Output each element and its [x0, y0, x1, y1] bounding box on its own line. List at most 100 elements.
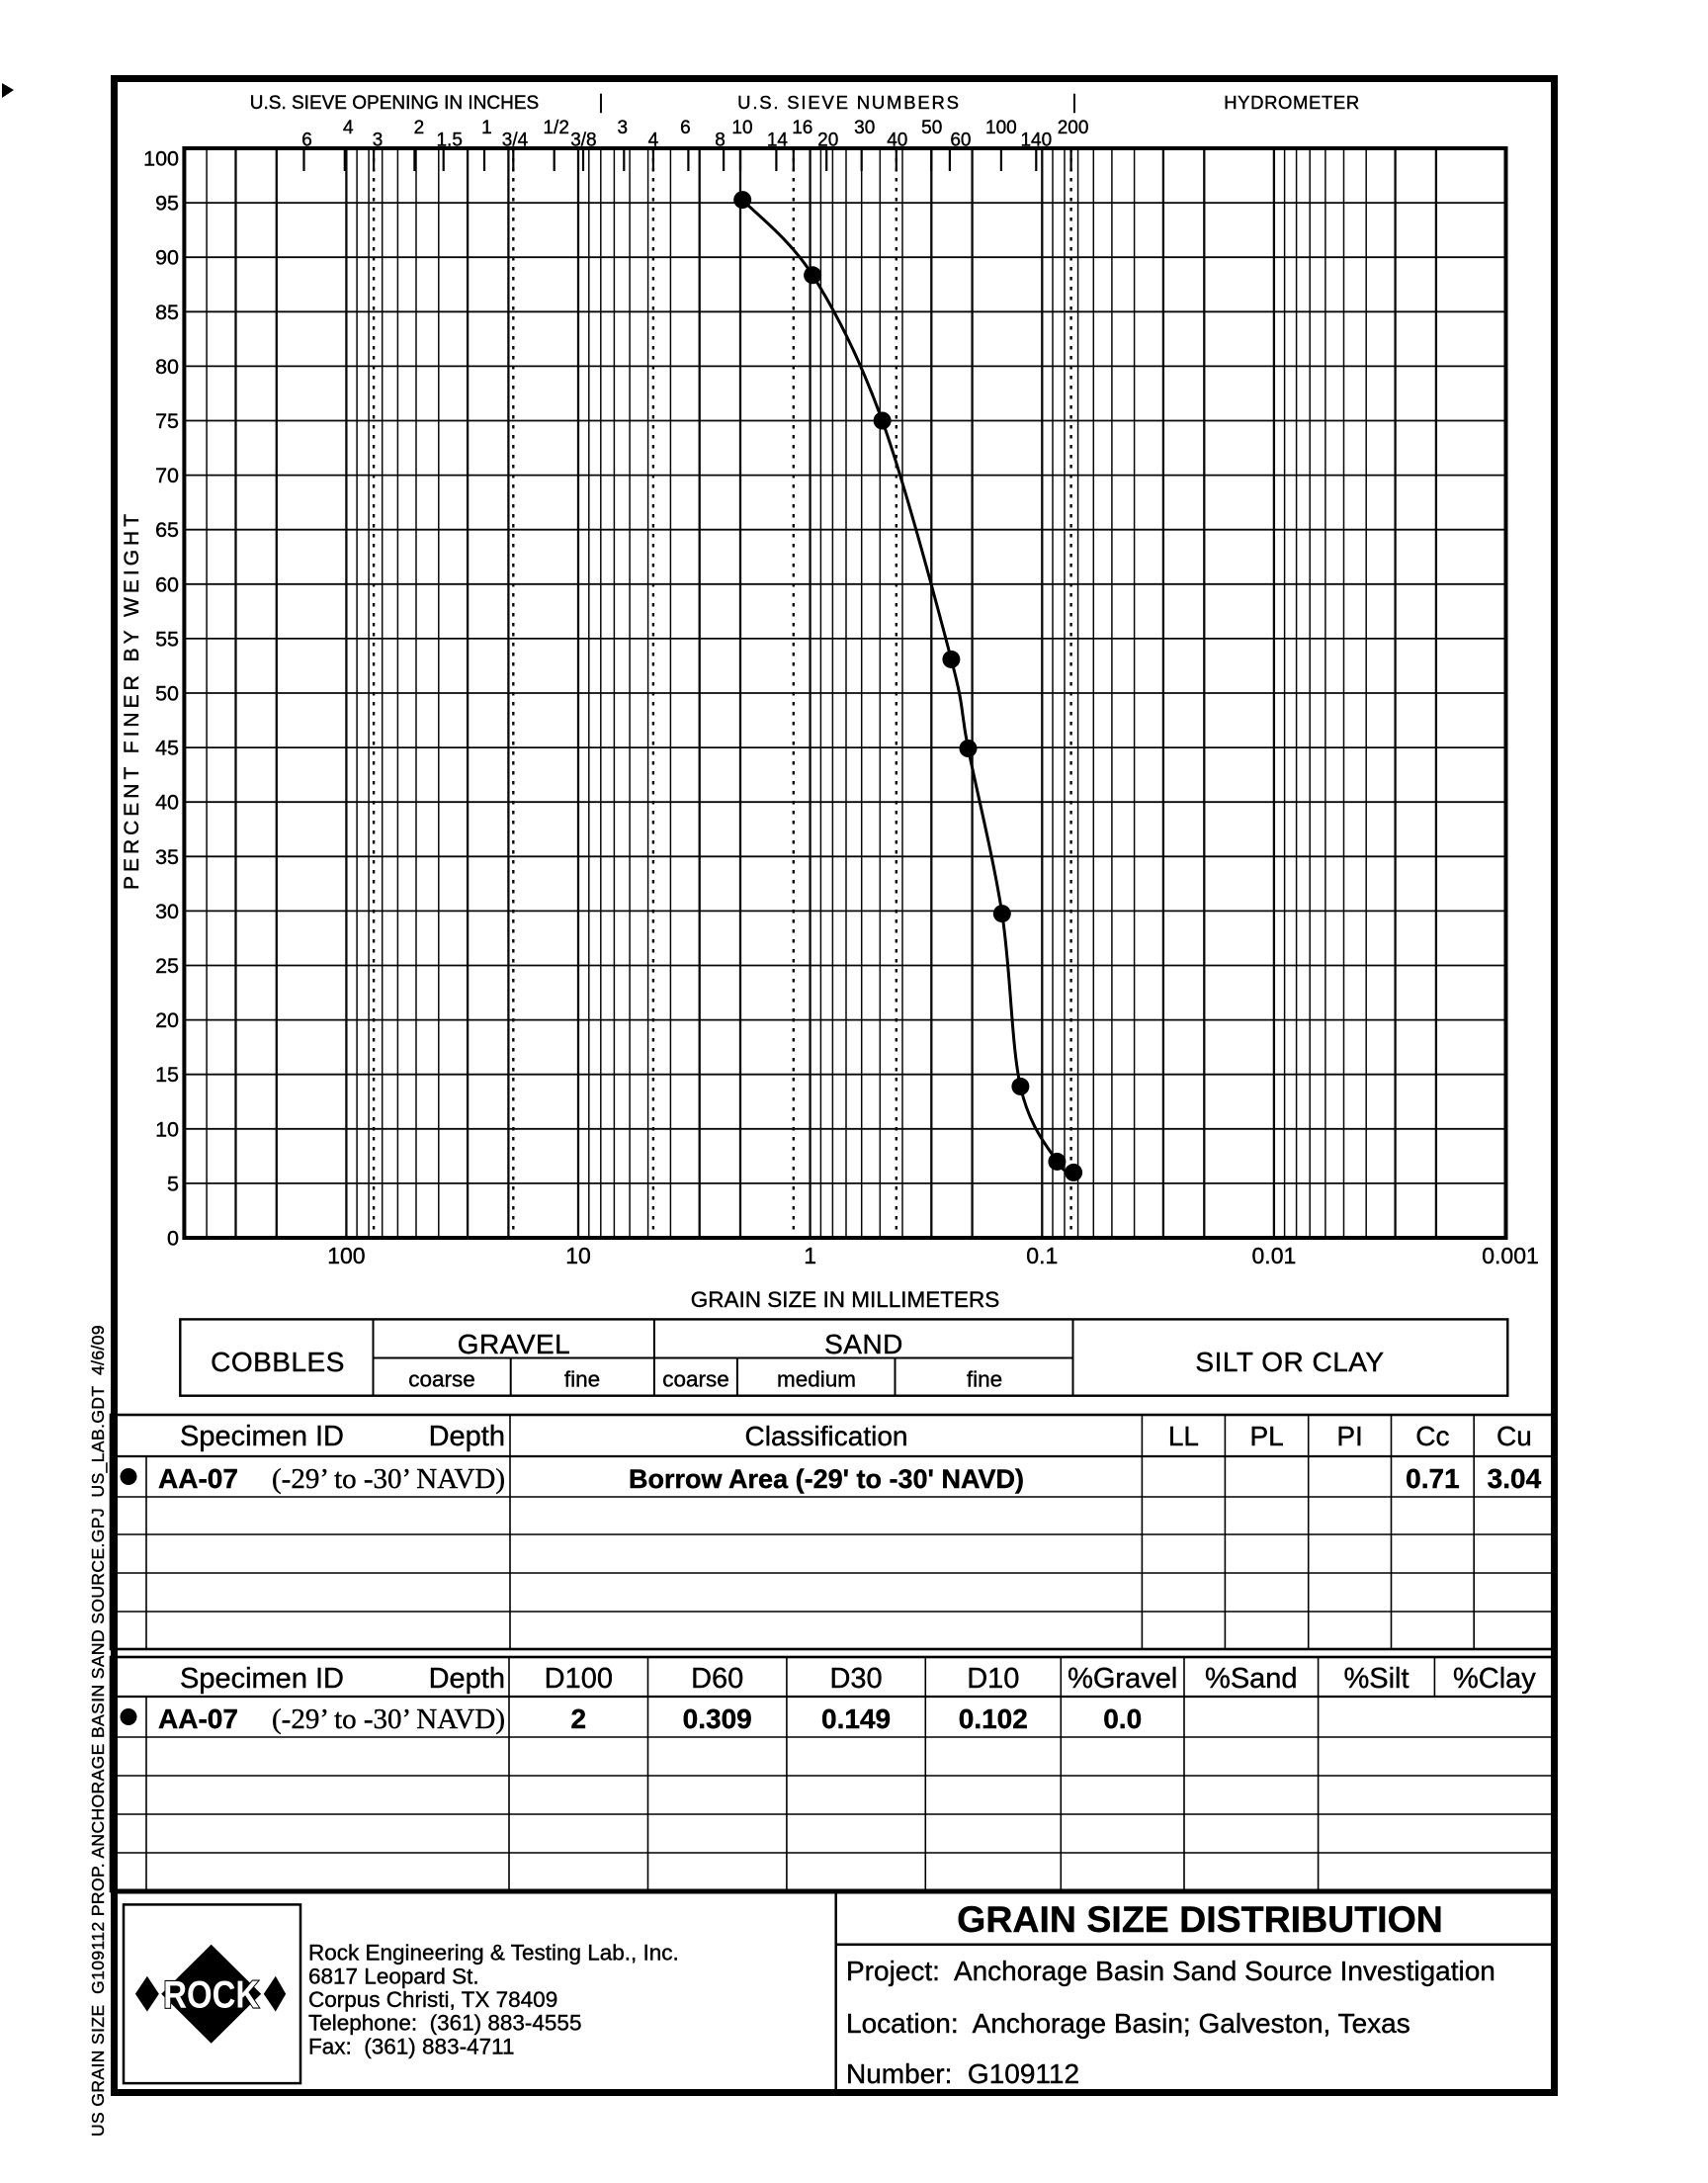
svg-text:4: 4 [343, 118, 354, 138]
svg-text:Cc: Cc [1415, 1421, 1449, 1451]
svg-text:ROCK: ROCK [163, 1974, 259, 2017]
svg-text:50: 50 [921, 118, 942, 138]
svg-text:100: 100 [327, 1243, 365, 1268]
svg-text:D10: D10 [967, 1663, 1019, 1695]
svg-text:30: 30 [854, 118, 875, 138]
svg-text:100: 100 [143, 147, 179, 171]
svg-text:fine: fine [564, 1367, 600, 1392]
svg-text:3/4: 3/4 [502, 130, 529, 150]
svg-text:(-29’ to -30’ NAVD): (-29’ to -30’ NAVD) [272, 1463, 505, 1495]
svg-text:3: 3 [373, 130, 384, 150]
svg-text:0.001: 0.001 [1482, 1243, 1539, 1268]
svg-text:80: 80 [155, 355, 179, 379]
svg-text:1: 1 [804, 1243, 816, 1268]
svg-text:|: | [1071, 92, 1076, 114]
svg-text:65: 65 [155, 518, 179, 542]
svg-text:50: 50 [155, 682, 179, 706]
svg-text:100: 100 [985, 118, 1017, 138]
svg-text:Specimen ID: Specimen ID [180, 1421, 344, 1452]
svg-text:Number: G109112: Number: G109112 [846, 2058, 1079, 2089]
svg-text:PL: PL [1249, 1421, 1283, 1451]
svg-text:LL: LL [1168, 1421, 1199, 1451]
svg-text:%Sand: %Sand [1205, 1663, 1298, 1695]
svg-text:10: 10 [155, 1117, 179, 1141]
svg-text:3/8: 3/8 [570, 130, 596, 150]
svg-text:140: 140 [1020, 130, 1052, 150]
svg-text:GRAIN SIZE IN MILLIMETERS: GRAIN SIZE IN MILLIMETERS [691, 1287, 1000, 1312]
svg-text:10: 10 [565, 1243, 591, 1268]
svg-text:0: 0 [167, 1227, 179, 1251]
svg-text:Depth: Depth [429, 1421, 505, 1452]
svg-text:90: 90 [155, 246, 179, 270]
svg-text:2: 2 [571, 1703, 587, 1734]
svg-text:GRAIN SIZE DISTRIBUTION: GRAIN SIZE DISTRIBUTION [957, 1898, 1443, 1940]
svg-text:0.1: 0.1 [1026, 1243, 1058, 1268]
svg-text:%Gravel: %Gravel [1068, 1663, 1177, 1695]
svg-text:AA-07: AA-07 [158, 1703, 238, 1734]
svg-text:6: 6 [680, 118, 691, 138]
svg-text:PERCENT FINER BY WEIGHT: PERCENT FINER BY WEIGHT [121, 510, 143, 890]
svg-text:200: 200 [1058, 118, 1089, 138]
svg-text:D100: D100 [545, 1663, 613, 1695]
svg-text:%Silt: %Silt [1343, 1663, 1409, 1695]
svg-text:0.102: 0.102 [959, 1703, 1028, 1734]
svg-text:Cu: Cu [1496, 1421, 1532, 1451]
svg-text:D60: D60 [691, 1663, 743, 1695]
svg-text:(-29’ to -30’ NAVD): (-29’ to -30’ NAVD) [272, 1703, 505, 1735]
svg-text:HYDROMETER: HYDROMETER [1224, 92, 1360, 113]
svg-text:Fax: (361) 883-4711: Fax: (361) 883-4711 [308, 2034, 514, 2058]
svg-text:3: 3 [618, 118, 629, 138]
svg-text:70: 70 [155, 464, 179, 487]
svg-text:55: 55 [155, 627, 179, 651]
svg-text:Depth: Depth [429, 1663, 505, 1695]
svg-text:85: 85 [155, 301, 179, 324]
svg-text:Borrow Area (-29' to -30' NAVD: Borrow Area (-29' to -30' NAVD) [629, 1464, 1024, 1494]
svg-text:U.S. SIEVE OPENING IN INCHES: U.S. SIEVE OPENING IN INCHES [250, 93, 539, 114]
svg-text:Telephone: (361) 883-4555: Telephone: (361) 883-4555 [308, 2011, 581, 2036]
svg-text:1/2: 1/2 [543, 118, 568, 138]
svg-text:5: 5 [167, 1172, 179, 1195]
svg-text:0.309: 0.309 [683, 1703, 752, 1734]
svg-text:6: 6 [301, 130, 312, 150]
svg-text:25: 25 [155, 954, 179, 978]
svg-text:6817 Leopard St.: 6817 Leopard St. [308, 1964, 479, 1988]
svg-text:Classification: Classification [745, 1421, 908, 1451]
svg-text:2: 2 [414, 118, 425, 138]
svg-text:U.S. SIEVE NUMBERS: U.S. SIEVE NUMBERS [737, 92, 961, 113]
svg-text:35: 35 [155, 845, 179, 869]
svg-text:Project: Anchorage Basin Sand: Project: Anchorage Basin Sand Source Inv… [846, 1956, 1495, 1986]
svg-text:3.04: 3.04 [1488, 1463, 1542, 1494]
svg-text:40: 40 [155, 791, 179, 815]
svg-text:COBBLES: COBBLES [211, 1347, 345, 1377]
svg-text:PI: PI [1336, 1421, 1362, 1451]
svg-text:75: 75 [155, 409, 179, 433]
svg-text:Corpus Christi, TX 78409: Corpus Christi, TX 78409 [308, 1987, 557, 2012]
svg-text:fine: fine [967, 1367, 1002, 1392]
svg-text:0.71: 0.71 [1406, 1463, 1460, 1494]
svg-text:10: 10 [731, 118, 752, 138]
svg-text:8: 8 [715, 130, 726, 150]
svg-text:0.0: 0.0 [1103, 1703, 1142, 1734]
svg-text:coarse: coarse [662, 1367, 729, 1392]
svg-text:%Clay: %Clay [1453, 1663, 1536, 1695]
svg-text:Rock Engineering & Testing Lab: Rock Engineering & Testing Lab., Inc. [308, 1941, 679, 1965]
svg-text:GRAVEL: GRAVEL [458, 1329, 571, 1359]
svg-text:95: 95 [155, 192, 179, 216]
svg-text:4: 4 [648, 130, 659, 150]
svg-text:1.5: 1.5 [436, 130, 462, 150]
svg-text:|: | [598, 92, 603, 114]
svg-text:16: 16 [792, 118, 812, 138]
svg-text:Location: Anchorage Basin; Ga: Location: Anchorage Basin; Galveston, Te… [846, 2008, 1410, 2039]
svg-text:medium: medium [777, 1367, 856, 1392]
svg-text:AA-07: AA-07 [158, 1463, 238, 1494]
svg-text:30: 30 [155, 900, 179, 923]
svg-text:60: 60 [950, 130, 971, 150]
svg-text:45: 45 [155, 737, 179, 760]
svg-text:40: 40 [887, 130, 907, 150]
svg-text:20: 20 [817, 130, 838, 150]
svg-text:60: 60 [155, 572, 179, 596]
svg-text:0.149: 0.149 [821, 1703, 891, 1734]
svg-text:SAND: SAND [824, 1329, 903, 1359]
svg-text:1: 1 [481, 118, 492, 138]
svg-text:coarse: coarse [408, 1367, 475, 1392]
